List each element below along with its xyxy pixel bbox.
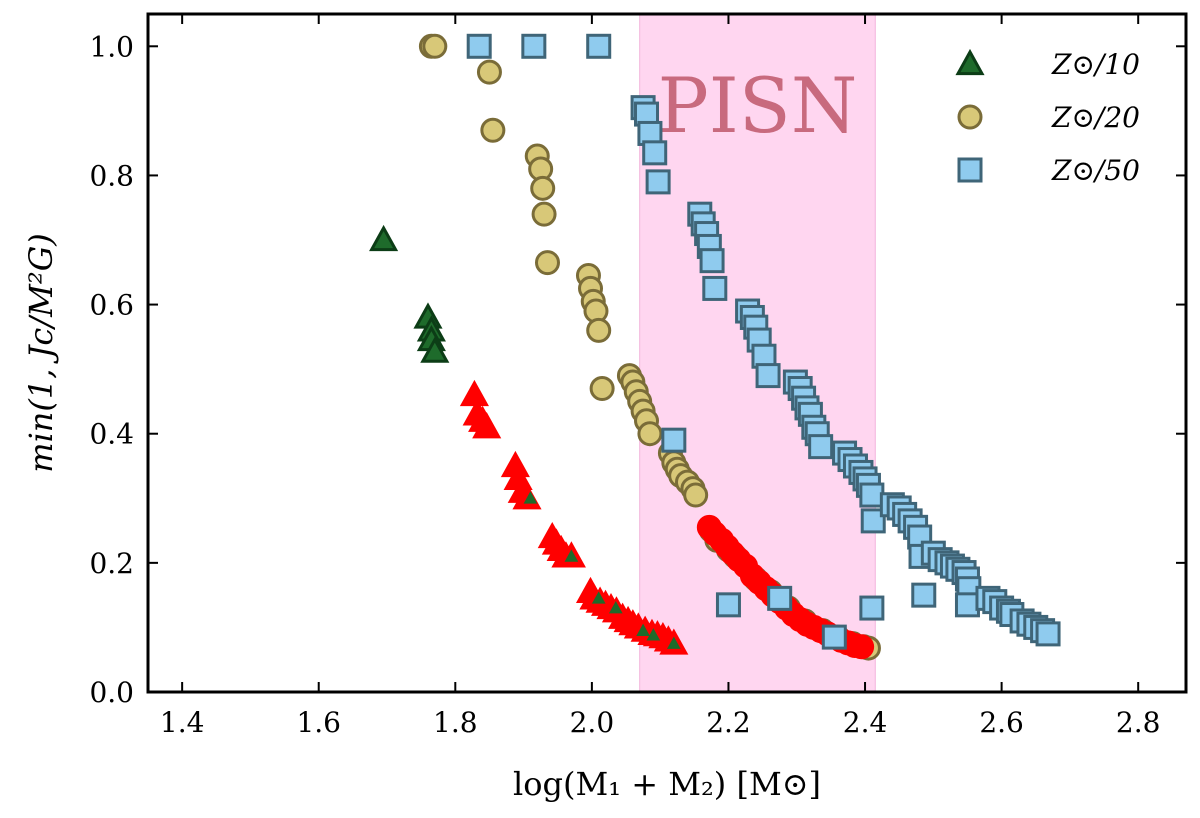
data-point <box>661 427 687 453</box>
data-point <box>586 33 612 59</box>
data-point <box>564 549 579 562</box>
y-tick-label: 0.8 <box>89 159 134 192</box>
data-point <box>636 623 650 636</box>
data-point <box>480 117 506 143</box>
data-point <box>645 169 671 195</box>
data-point <box>666 636 681 649</box>
legend-item: Z⊙/20 <box>957 101 1140 134</box>
y-tick-label: 0.4 <box>89 418 134 451</box>
data-point <box>472 412 502 439</box>
data-point <box>589 376 615 402</box>
x-tick-label: 2.6 <box>979 706 1024 739</box>
legend-marker <box>957 157 983 183</box>
series-0 <box>369 224 450 363</box>
data-point <box>911 582 937 608</box>
data-point <box>702 275 728 301</box>
legend-item: Z⊙/50 <box>957 154 1140 187</box>
data-point <box>859 482 885 508</box>
data-point <box>369 224 399 252</box>
data-point <box>954 592 980 618</box>
data-point <box>1035 621 1061 647</box>
legend: Z⊙/10 Z⊙/20 Z⊙/50 <box>955 48 1140 187</box>
data-point <box>521 33 547 59</box>
data-point <box>699 248 725 274</box>
legend-marker <box>955 48 985 76</box>
x-tick-label: 2.0 <box>570 706 615 739</box>
y-axis-label: min(1, Jc/M²G) <box>22 233 60 473</box>
data-point <box>586 317 612 343</box>
data-point <box>523 491 538 504</box>
y-tick-label: 0.6 <box>89 289 134 322</box>
data-point <box>531 201 557 227</box>
y-tick-label: 0.0 <box>89 676 134 709</box>
data-point <box>859 595 885 621</box>
x-tick-label: 1.4 <box>160 706 205 739</box>
data-points <box>369 33 1061 661</box>
x-tick-label: 2.2 <box>706 706 751 739</box>
legend-label: Z⊙/10 <box>1051 48 1140 81</box>
data-point <box>476 59 502 85</box>
data-point <box>420 336 450 363</box>
series-5 <box>466 33 1061 650</box>
data-point <box>755 363 781 389</box>
axis-ticks <box>148 14 1186 693</box>
data-point <box>715 592 741 618</box>
data-point <box>637 421 663 447</box>
x-tick-label: 1.6 <box>296 706 341 739</box>
x-tick-label: 1.8 <box>433 706 478 739</box>
data-point <box>860 508 886 534</box>
y-tick-label: 0.2 <box>89 547 134 580</box>
x-tick-label: 2.4 <box>843 706 888 739</box>
legend-marker <box>957 104 983 130</box>
legend-label: Z⊙/50 <box>1051 154 1140 187</box>
x-tick-label: 2.8 <box>1116 706 1161 739</box>
plot-frame <box>146 12 1188 694</box>
data-point <box>646 628 661 641</box>
pisn-label: PISN <box>658 61 858 150</box>
data-point <box>466 33 492 59</box>
data-point <box>530 175 556 201</box>
legend-item: Z⊙/10 <box>955 48 1140 81</box>
data-point <box>683 482 709 508</box>
data-point <box>642 140 668 166</box>
data-point <box>849 634 875 660</box>
x-axis-label: log(M₁ + M₂) [M⊙] <box>513 765 821 803</box>
data-point <box>767 585 793 611</box>
data-point <box>608 601 623 614</box>
data-point <box>808 434 834 460</box>
y-tick-label: 1.0 <box>89 30 134 63</box>
data-point <box>591 591 606 604</box>
series-1 <box>459 379 689 655</box>
series-2 <box>523 491 681 649</box>
data-point <box>422 33 448 59</box>
legend-label: Z⊙/20 <box>1051 101 1140 134</box>
data-point <box>821 624 847 650</box>
tick-labels: 1.4 1.6 1.8 2.0 2.2 2.4 2.6 2.8 0.0 0.2 0.4 0.6 0.8 1… <box>89 30 1160 739</box>
data-point <box>534 250 560 276</box>
